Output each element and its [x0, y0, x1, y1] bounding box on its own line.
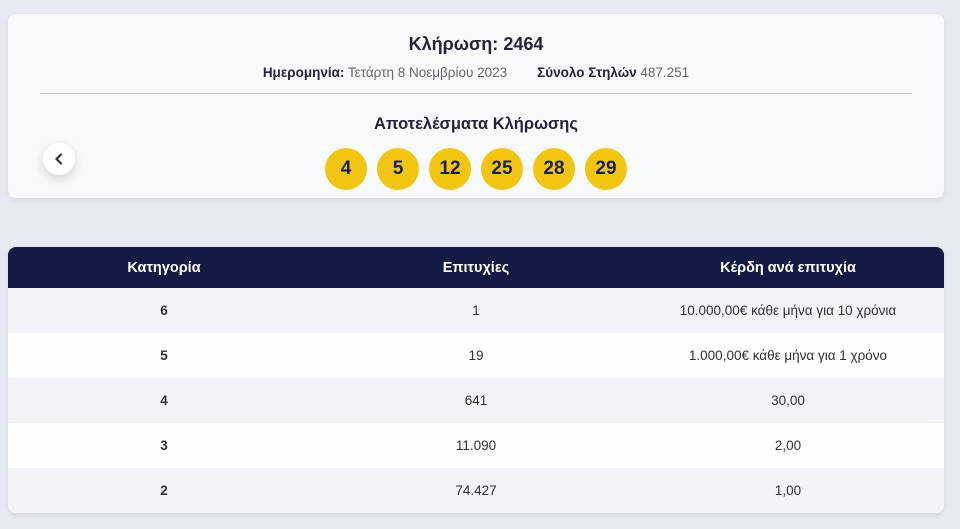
previous-draw-button[interactable]	[43, 143, 75, 175]
column-header-category: Κατηγορία	[127, 259, 201, 276]
header-divider	[40, 93, 912, 94]
winners-cell: 74.427	[455, 483, 497, 498]
table-row: 4 641 30,00	[8, 378, 944, 423]
category-cell: 2	[160, 483, 168, 498]
column-header-winners: Επιτυχίες	[442, 259, 510, 276]
number-ball: 25	[481, 148, 523, 190]
category-cell: 6	[160, 303, 168, 318]
prize-table-header: Κατηγορία Επιτυχίες Κέρδη ανά επιτυχία	[8, 247, 944, 288]
draw-date-value: Τετάρτη 8 Νοεμβρίου 2023	[347, 65, 508, 80]
number-ball: 29	[585, 148, 627, 190]
prize-table-card: Κατηγορία Επιτυχίες Κέρδη ανά επιτυχία 6…	[8, 247, 944, 513]
table-row: 3 11.090 2,00	[8, 423, 944, 468]
total-columns-label: Σύνολο Στηλών	[537, 65, 637, 80]
winning-numbers: 4 5 12 25 28 29	[8, 148, 944, 190]
draw-number: 2464	[503, 34, 544, 54]
draw-meta: Ημερομηνία: Τετάρτη 8 Νοεμβρίου 2023 Σύνο…	[8, 65, 944, 80]
prize-cell: 1.000,00€ κάθε μήνα για 1 χρόνο	[688, 348, 888, 363]
category-cell: 5	[160, 348, 168, 363]
results-heading: Αποτελέσματα Κλήρωσης	[374, 115, 578, 133]
table-row: 2 74.427 1,00	[8, 468, 944, 513]
chevron-left-icon	[54, 153, 64, 165]
category-cell: 3	[160, 438, 168, 453]
winners-cell: 641	[464, 393, 488, 408]
number-ball: 5	[377, 148, 419, 190]
draw-title-label: Κλήρωση:	[408, 34, 499, 54]
winners-cell: 11.090	[455, 438, 497, 453]
draw-date: Ημερομηνία: Τετάρτη 8 Νοεμβρίου 2023	[263, 65, 507, 80]
prize-cell: 2,00	[774, 438, 802, 453]
winners-cell: 1	[472, 303, 480, 318]
draw-date-label: Ημερομηνία:	[262, 65, 345, 80]
prize-cell: 30,00	[771, 393, 805, 408]
category-cell: 4	[160, 393, 168, 408]
total-columns: Σύνολο Στηλών 487.251	[537, 65, 689, 80]
prize-cell: 1,00	[774, 483, 802, 498]
draw-title: Κλήρωση: 2464	[8, 14, 944, 55]
total-columns-value: 487.251	[640, 65, 690, 80]
column-header-prize: Κέρδη ανά επιτυχία	[720, 259, 856, 276]
table-row: 5 19 1.000,00€ κάθε μήνα για 1 χρόνο	[8, 333, 944, 378]
draw-info-card: Κλήρωση: 2464 Ημερομηνία: Τετάρτη 8 Νοεμ…	[8, 14, 944, 198]
number-ball: 28	[533, 148, 575, 190]
table-row: 6 1 10.000,00€ κάθε μήνα για 10 χρόνια	[8, 288, 944, 333]
number-ball: 12	[429, 148, 471, 190]
prize-cell: 10.000,00€ κάθε μήνα για 10 χρόνια	[679, 303, 897, 318]
winners-cell: 19	[468, 348, 484, 363]
number-ball: 4	[325, 148, 367, 190]
